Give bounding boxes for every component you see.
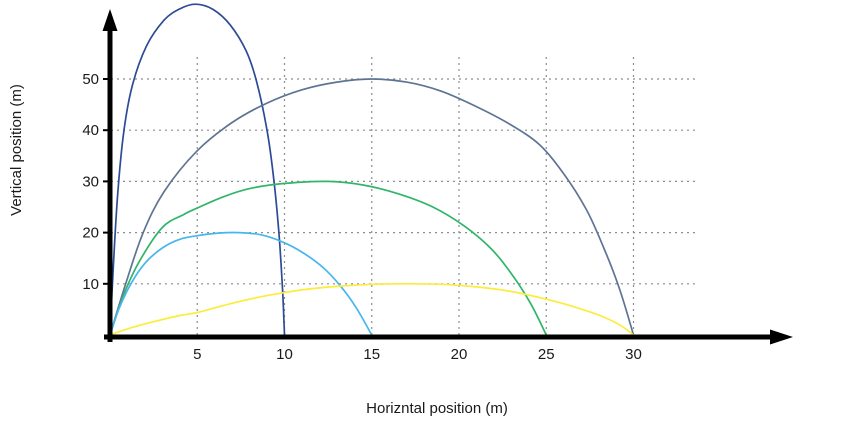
x-tick-label-10: 10 xyxy=(276,346,293,363)
y-tick-label-40: 40 xyxy=(82,122,99,139)
x-tick-label-5: 5 xyxy=(193,346,201,363)
y-tick-label-20: 20 xyxy=(82,225,99,242)
x-tick-label-15: 15 xyxy=(363,346,380,363)
x-tick-label-20: 20 xyxy=(451,346,468,363)
y-axis-arrowhead-icon xyxy=(102,9,118,31)
y-tick-label-50: 50 xyxy=(82,71,99,88)
x-axis-title: Horizntal position (m) xyxy=(366,400,508,417)
y-axis-title: Vertical position (m) xyxy=(8,84,25,216)
y-tick-label-10: 10 xyxy=(82,276,99,293)
curve-trajectory-slate xyxy=(109,78,635,336)
x-axis-arrowhead-icon xyxy=(770,329,793,345)
plot-area: 5 10 15 20 25 30 10 20 30 40 50 xyxy=(82,3,793,363)
curve-trajectory-cyan xyxy=(109,231,373,336)
curve-trajectory-green xyxy=(109,180,548,336)
y-tick-label-30: 30 xyxy=(82,173,99,190)
curve-trajectory-yellow xyxy=(109,282,635,336)
x-tick-label-30: 30 xyxy=(625,346,642,363)
x-tick-label-25: 25 xyxy=(538,346,555,363)
